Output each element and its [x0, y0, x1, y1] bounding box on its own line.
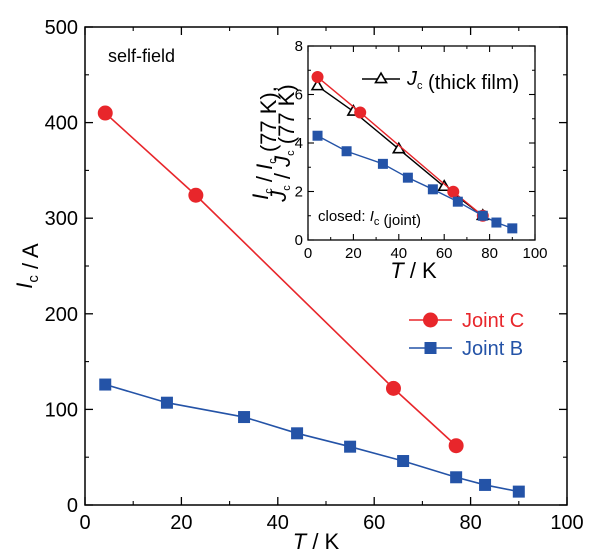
data-point	[97, 105, 113, 121]
inset-x-tick-label: 40	[390, 245, 407, 262]
data-point	[188, 187, 204, 203]
inset-data-point	[311, 71, 324, 84]
y-tick-label: 400	[45, 113, 78, 135]
x-tick-label: 100	[550, 512, 583, 534]
inset-y-tick-label: 2	[295, 184, 303, 201]
inset-legend-marker	[374, 71, 388, 84]
data-point	[450, 471, 463, 484]
y-tick-label: 500	[45, 17, 78, 39]
y-axis-label: Ic / A	[12, 243, 43, 289]
data-point	[99, 378, 112, 391]
inset-y-tick-label: 4	[295, 135, 303, 152]
inset-plot-frame	[307, 45, 536, 241]
inset-x-tick-label: 80	[481, 245, 498, 262]
inset-x-tick-label: 0	[304, 245, 312, 262]
inset-x-tick-label: 20	[345, 245, 362, 262]
x-tick-label: 0	[79, 512, 90, 534]
legend-entry: Joint B	[462, 338, 523, 360]
inset-data-point	[507, 223, 518, 234]
y-tick-label: 0	[67, 495, 78, 517]
y-tick-label: 100	[45, 399, 78, 421]
legend-entry: Joint C	[462, 310, 524, 332]
x-axis-label: T / K	[293, 529, 340, 552]
x-tick-label: 60	[363, 512, 385, 534]
inset-legend-entry: Jc (thick film)	[406, 68, 519, 94]
inset-data-point	[377, 158, 388, 169]
data-point	[291, 427, 304, 440]
data-point	[397, 455, 410, 468]
legend-marker	[423, 312, 438, 328]
x-tick-label: 40	[267, 512, 289, 534]
x-tick-label: 20	[170, 512, 192, 534]
x-tick-label: 80	[459, 512, 481, 534]
inset-y-axis-label-line1: Ic / Ic (77 K),	[248, 86, 281, 200]
data-point	[344, 440, 357, 453]
inset-annotation: closed: Ic (joint)	[318, 208, 421, 229]
inset-data-point	[452, 196, 463, 207]
data-point	[160, 396, 173, 409]
inset-x-tick-label: 100	[522, 245, 547, 262]
inset-data-point	[427, 184, 438, 195]
inset-x-axis-label: T / K	[390, 258, 437, 283]
inset-data-point	[354, 106, 367, 119]
self-field-annotation: self-field	[108, 46, 175, 66]
inset-x-tick-label: 60	[436, 245, 453, 262]
data-point	[238, 411, 251, 424]
inset-data-point	[447, 185, 460, 198]
y-tick-label: 300	[45, 208, 78, 230]
inset-data-point	[312, 130, 323, 141]
inset-data-point	[402, 172, 413, 183]
inset-data-point	[491, 217, 502, 228]
data-point	[479, 478, 492, 491]
inset-y-tick-label: 0	[295, 232, 303, 249]
inset-y-axis-label-line2: Jc / Jc (77 K)	[266, 84, 299, 202]
y-tick-label: 200	[45, 304, 78, 326]
inset-y-tick-label: 6	[295, 87, 303, 104]
data-point	[448, 438, 464, 454]
inset-series-line	[317, 76, 484, 217]
inset-data-point	[477, 210, 488, 221]
inset-data-point	[341, 146, 352, 157]
legend-marker	[424, 342, 437, 354]
inset-data-point	[310, 78, 325, 91]
inset-y-tick-label: 8	[295, 38, 303, 55]
series-line	[104, 112, 457, 447]
data-point	[385, 380, 401, 396]
data-point	[512, 485, 525, 498]
